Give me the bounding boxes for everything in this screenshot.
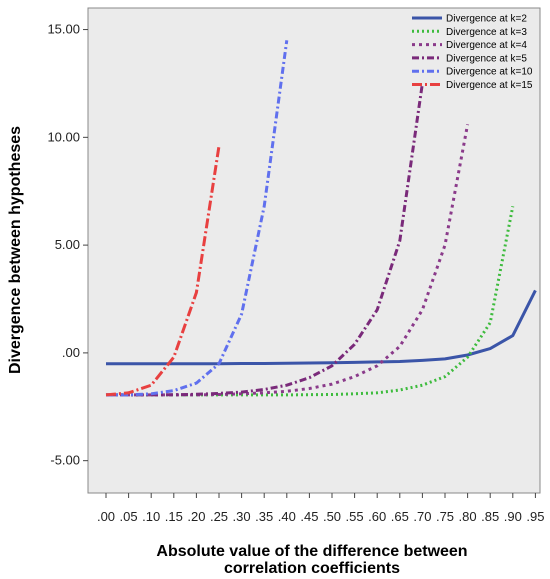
legend-label: Divergence at k=4 — [446, 40, 527, 51]
x-tick-label: .55 — [346, 509, 364, 524]
series-line-k5 — [106, 83, 424, 397]
x-tick-label: .90 — [504, 509, 522, 524]
legend-label: Divergence at k=3 — [446, 27, 527, 38]
legend-label: Divergence at k=5 — [446, 53, 527, 64]
y-tick-label: .00 — [62, 345, 80, 360]
y-tick-label: 5.00 — [55, 237, 80, 252]
y-tick-label: 10.00 — [47, 129, 80, 144]
legend-label: Divergence at k=15 — [446, 80, 533, 91]
x-tick-label: .80 — [459, 509, 477, 524]
series-line-k15 — [105, 145, 221, 397]
x-tick-label: .00 — [97, 509, 115, 524]
x-tick-label: .20 — [187, 509, 205, 524]
x-tick-label: .65 — [391, 509, 409, 524]
y-axis: 15.00 10.00 5.00 .00 -5.00 — [47, 22, 88, 468]
series-line-k10 — [106, 40, 289, 397]
x-tick-label: .60 — [368, 509, 386, 524]
x-tick-label: .40 — [278, 509, 296, 524]
x-tick-label: .35 — [255, 509, 273, 524]
series-line-k3 — [106, 206, 515, 397]
series-line-k2 — [106, 289, 537, 366]
legend: Divergence at k=2 Divergence at k=3 Diverg… — [412, 14, 533, 91]
y-tick-label: 15.00 — [47, 22, 80, 37]
x-tick-label: .15 — [165, 509, 183, 524]
x-axis-title-line-1: Absolute value of the difference between — [156, 543, 467, 560]
x-tick-label: .85 — [481, 509, 499, 524]
series-lines — [105, 40, 537, 397]
y-axis-title: Divergence between hypotheses — [7, 126, 24, 374]
x-tick-label: .45 — [300, 509, 318, 524]
x-tick-label: .30 — [233, 509, 251, 524]
x-tick-label: .10 — [142, 509, 160, 524]
x-tick-label: .70 — [413, 509, 431, 524]
legend-label: Divergence at k=10 — [446, 67, 533, 78]
x-tick-label: .50 — [323, 509, 341, 524]
plot-area — [87, 7, 541, 494]
y-tick-label: -5.00 — [50, 453, 80, 468]
x-tick-label: .95 — [526, 509, 544, 524]
x-tick-label: .05 — [120, 509, 138, 524]
legend-label: Divergence at k=2 — [446, 14, 527, 25]
x-axis: .00 .05 .10 .15 .20 .25 .30 .35 .40 .45 .50 .55 .60.… — [97, 493, 544, 524]
x-tick-label: .75 — [436, 509, 454, 524]
x-tick-label: .25 — [210, 509, 228, 524]
x-axis-title-line-2: correlation coefficients — [224, 560, 400, 577]
